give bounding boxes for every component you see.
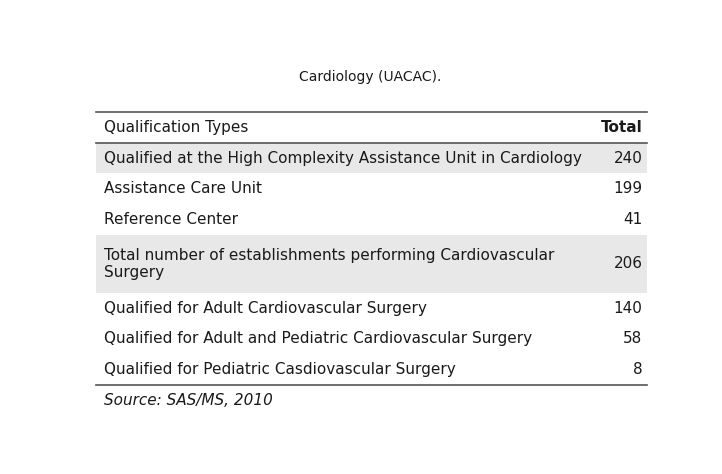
Text: Reference Center: Reference Center bbox=[104, 212, 238, 228]
Bar bbox=[96, 236, 647, 292]
Text: 199: 199 bbox=[614, 182, 643, 196]
Text: 41: 41 bbox=[623, 212, 643, 228]
Text: Qualification Types: Qualification Types bbox=[104, 119, 248, 135]
Text: 240: 240 bbox=[614, 151, 643, 165]
Bar bbox=[96, 143, 647, 173]
Text: Qualified at the High Complexity Assistance Unit in Cardiology: Qualified at the High Complexity Assista… bbox=[104, 151, 582, 165]
Bar bbox=[96, 292, 647, 323]
Text: Total: Total bbox=[601, 119, 643, 135]
Text: Qualified for Adult and Pediatric Cardiovascular Surgery: Qualified for Adult and Pediatric Cardio… bbox=[104, 331, 532, 346]
Text: Qualified for Adult Cardiovascular Surgery: Qualified for Adult Cardiovascular Surge… bbox=[104, 301, 427, 316]
Bar bbox=[96, 204, 647, 236]
Text: 58: 58 bbox=[623, 331, 643, 346]
Text: Source: SAS/MS, 2010: Source: SAS/MS, 2010 bbox=[104, 392, 273, 408]
Text: 206: 206 bbox=[614, 256, 643, 272]
Bar bbox=[96, 355, 647, 385]
Bar bbox=[96, 111, 647, 143]
Text: Assistance Care Unit: Assistance Care Unit bbox=[104, 182, 262, 196]
Text: 140: 140 bbox=[614, 301, 643, 316]
Text: Cardiology (UACAC).: Cardiology (UACAC). bbox=[299, 70, 441, 83]
Text: Qualified for Pediatric Casdiovascular Surgery: Qualified for Pediatric Casdiovascular S… bbox=[104, 363, 456, 377]
Bar bbox=[96, 323, 647, 355]
Text: 8: 8 bbox=[633, 363, 643, 377]
Text: Total number of establishments performing Cardiovascular
Surgery: Total number of establishments performin… bbox=[104, 248, 554, 280]
Bar bbox=[96, 173, 647, 204]
